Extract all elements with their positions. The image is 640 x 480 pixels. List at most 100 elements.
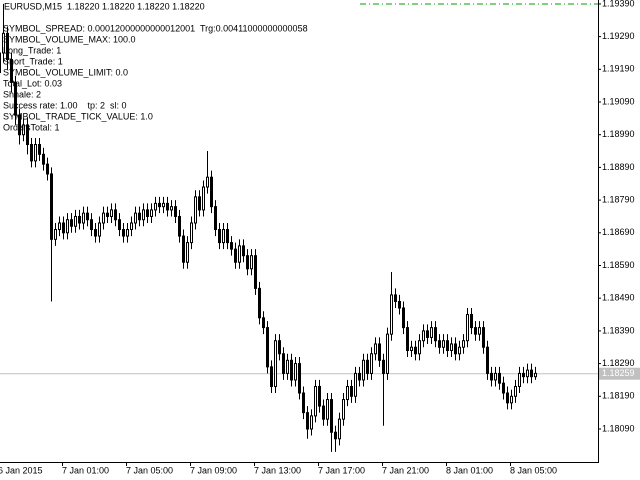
candle-body <box>414 346 417 355</box>
info-line: OrdersTotal: 1 <box>3 122 60 132</box>
candles <box>0 3 598 452</box>
candle-body <box>186 242 189 263</box>
candle-body <box>210 176 213 208</box>
candle-body <box>162 202 165 208</box>
candle-body <box>350 385 353 397</box>
candle-body <box>454 343 457 355</box>
candle-body <box>122 229 125 237</box>
candle-body <box>474 327 477 335</box>
x-tick-label: 6 Jan 2015 <box>0 465 43 475</box>
candle-body <box>506 392 509 404</box>
candle-body <box>206 176 209 188</box>
candle-body <box>74 215 77 227</box>
candle-body <box>322 405 325 420</box>
candle-body <box>522 372 525 378</box>
candle-body <box>222 229 225 244</box>
candle-body <box>158 202 161 208</box>
candle-body <box>90 219 93 231</box>
candle-body <box>386 333 389 374</box>
candle-body <box>346 385 349 401</box>
info-line: Total_Lot: 0.03 <box>3 78 62 88</box>
candle-body <box>510 395 513 404</box>
info-line: SYMBOL_VOLUME_MAX: 100.0 <box>3 34 136 44</box>
info-line: Short_Trade: 1 <box>3 56 63 66</box>
x-tick-label: 7 Jan 01:00 <box>62 465 109 475</box>
candle-body <box>354 372 357 397</box>
candle-body <box>2 32 5 54</box>
candle-body <box>290 359 293 381</box>
candle-body <box>98 222 101 237</box>
candle-body <box>470 314 473 329</box>
candle-body <box>286 359 289 374</box>
y-tick-label: 1.18590 <box>602 260 635 270</box>
y-tick-label: 1.18890 <box>602 162 635 172</box>
candle-body <box>82 212 85 224</box>
candle-body <box>390 294 393 335</box>
candle-body <box>26 124 29 146</box>
candle-body <box>526 369 529 378</box>
candle-body <box>326 399 329 420</box>
candle-body <box>382 359 385 374</box>
y-tick-label: 1.19090 <box>602 96 635 106</box>
candle-body <box>198 196 201 211</box>
candle-body <box>258 287 261 319</box>
candle-body <box>466 314 469 342</box>
x-tick-label: 7 Jan 21:00 <box>382 465 429 475</box>
candle-body <box>278 340 281 355</box>
candle-body <box>86 212 89 221</box>
candle-body <box>534 372 537 378</box>
candle-body <box>126 229 129 237</box>
candle-body <box>58 222 61 231</box>
y-tick-label: 1.18290 <box>602 358 635 368</box>
x-tick-label: 7 Jan 05:00 <box>126 465 173 475</box>
candle-body <box>194 196 197 224</box>
candle-body <box>406 327 409 352</box>
candle-body <box>342 399 345 420</box>
candle-body <box>66 219 69 234</box>
candle-body <box>182 235 185 263</box>
candle-body <box>102 212 105 224</box>
candle-body <box>394 294 397 302</box>
candle-body <box>310 415 313 430</box>
candle-body <box>214 206 217 231</box>
chart-title: EURUSD,M15 1.18220 1.18220 1.18220 1.182… <box>4 1 205 11</box>
candle-body <box>438 340 441 348</box>
candle-body <box>106 212 109 217</box>
candle-body <box>94 229 97 237</box>
x-tick-label: 8 Jan 01:00 <box>446 465 493 475</box>
candle-body <box>242 245 245 257</box>
candle-body <box>442 340 445 348</box>
candle-body <box>234 248 237 263</box>
y-tick-label: 1.19290 <box>602 31 635 41</box>
candle-body <box>226 229 229 244</box>
candle-body <box>482 327 485 348</box>
candle-body <box>110 209 113 217</box>
candle-body <box>50 173 53 240</box>
candle-body <box>294 363 297 381</box>
candle-body <box>366 359 369 374</box>
candle-body <box>30 144 33 162</box>
candle-body <box>282 353 285 374</box>
candle-body <box>166 202 169 211</box>
x-tick-label: 7 Jan 17:00 <box>318 465 365 475</box>
y-tick-label: 1.19390 <box>602 0 635 8</box>
candle-body <box>78 215 81 224</box>
candle-body <box>430 327 433 338</box>
candle-body <box>330 399 333 433</box>
candle-body <box>174 206 177 217</box>
candle-body <box>34 144 37 162</box>
candle-body <box>374 343 377 355</box>
candle-body <box>170 206 173 211</box>
candle-body <box>254 255 257 289</box>
candle-body <box>70 219 73 227</box>
candle-body <box>42 153 45 165</box>
candle-body <box>262 317 265 329</box>
candle-body <box>434 327 437 342</box>
candle-body <box>178 215 181 237</box>
candle-body <box>426 330 429 338</box>
candle-body <box>250 255 253 270</box>
candle-body <box>494 372 497 381</box>
candle-body <box>334 431 337 440</box>
info-line: SYMBOL_VOLUME_LIMIT: 0.0 <box>3 67 128 77</box>
